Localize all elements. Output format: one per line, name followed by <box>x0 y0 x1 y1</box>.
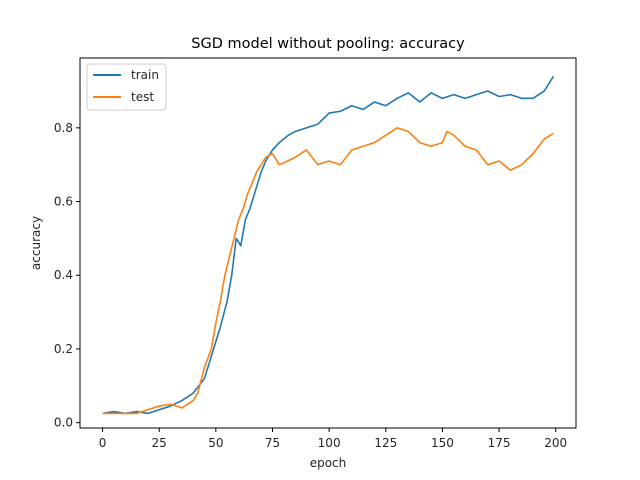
legend-label-train: train <box>131 68 159 82</box>
series-layer <box>102 75 555 415</box>
y-axis-label: accuracy <box>29 216 43 270</box>
legend-label-test: test <box>131 90 154 104</box>
x-tick-label: 25 <box>152 436 167 450</box>
series-line-train <box>102 75 555 415</box>
x-tick-label: 125 <box>374 436 397 450</box>
x-tick-label: 75 <box>265 436 280 450</box>
chart-title: SGD model without pooling: accuracy <box>191 36 465 52</box>
x-tick-label: 200 <box>544 436 567 450</box>
x-tick-label: 150 <box>431 436 454 450</box>
plot-frame <box>79 57 577 429</box>
y-axis: 0.0 0.2 0.4 0.6 0.8 <box>54 121 80 430</box>
x-tick-label: 0 <box>99 436 107 450</box>
y-tick-label: 0.4 <box>54 268 73 282</box>
series-line-test <box>102 127 554 415</box>
y-tick-label: 0.2 <box>54 342 73 356</box>
x-tick-label: 50 <box>208 436 223 450</box>
y-tick-label: 0.6 <box>54 195 73 209</box>
y-tick-label: 0.0 <box>54 416 73 430</box>
x-axis: 0 25 50 75 100 125 150 175 200 <box>99 428 567 450</box>
legend: train test <box>86 63 167 111</box>
x-tick-label: 100 <box>318 436 341 450</box>
x-tick-label: 175 <box>488 436 511 450</box>
x-axis-label: epoch <box>310 456 347 470</box>
y-tick-label: 0.8 <box>54 121 73 135</box>
